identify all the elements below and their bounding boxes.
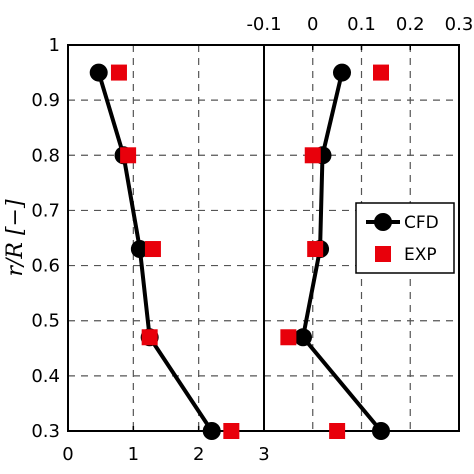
right-x-tick-labels: -0.1 0 0.1 0.2 0.3 (246, 14, 473, 50)
right-exp-point (280, 329, 297, 346)
right-x-tick-label: 0.1 (347, 14, 376, 35)
left-x-tick-label: 2 (193, 444, 204, 465)
right-exp-point (304, 147, 321, 164)
right-x-tick-label: 0.3 (445, 14, 474, 35)
legend-cfd-label: CFD (404, 213, 439, 233)
left-x-tick-labels: 0 1 2 3 (62, 426, 270, 465)
legend-exp-marker (375, 246, 391, 262)
y-tick-label: 1 (49, 35, 60, 56)
right-panel-series (280, 63, 390, 440)
left-exp-point (120, 147, 137, 164)
y-tick-label: 0.7 (31, 200, 60, 221)
right-cfd-point (372, 422, 390, 440)
left-x-tick-label: 3 (258, 444, 269, 465)
right-cfd-point (333, 63, 351, 82)
legend-cfd-marker (374, 213, 392, 231)
left-exp-point (110, 64, 127, 81)
left-cfd-point (202, 422, 221, 440)
y-tick-label: 0.3 (31, 421, 60, 442)
y-tick-label: 0.9 (31, 90, 60, 111)
right-cfd-point (294, 328, 312, 347)
legend-box (355, 202, 455, 274)
left-cfd-point (130, 240, 149, 259)
left-exp-point (141, 329, 158, 346)
right-x-tick-label: 0.2 (396, 14, 425, 35)
left-plot-frame (67, 44, 265, 432)
left-panel-series (89, 63, 240, 440)
legend-exp-label: EXP (404, 245, 437, 265)
right-exp-point (373, 64, 389, 81)
right-exp-point (329, 423, 346, 439)
right-exp-point (307, 241, 324, 258)
left-exp-point (223, 423, 240, 439)
left-x-tick-label: 1 (128, 444, 139, 465)
legend: CFD EXP (355, 202, 455, 274)
left-exp-point (144, 241, 161, 258)
left-panel-grid (68, 45, 264, 431)
y-tick-label: 0.4 (31, 366, 60, 387)
y-tick-label: 0.5 (31, 311, 60, 332)
right-x-tick-label: 0 (307, 14, 318, 35)
y-axis-label: r/R [−] (3, 199, 28, 277)
left-cfd-point (89, 63, 108, 82)
left-x-tick-label: 0 (62, 444, 73, 465)
y-tick-label: 0.8 (31, 145, 60, 166)
right-x-tick-label: -0.1 (246, 14, 281, 35)
left-y-tick-labels: 0.3 0.4 0.5 0.6 0.7 0.8 0.9 1 (31, 35, 60, 442)
y-tick-label: 0.6 (31, 256, 60, 277)
